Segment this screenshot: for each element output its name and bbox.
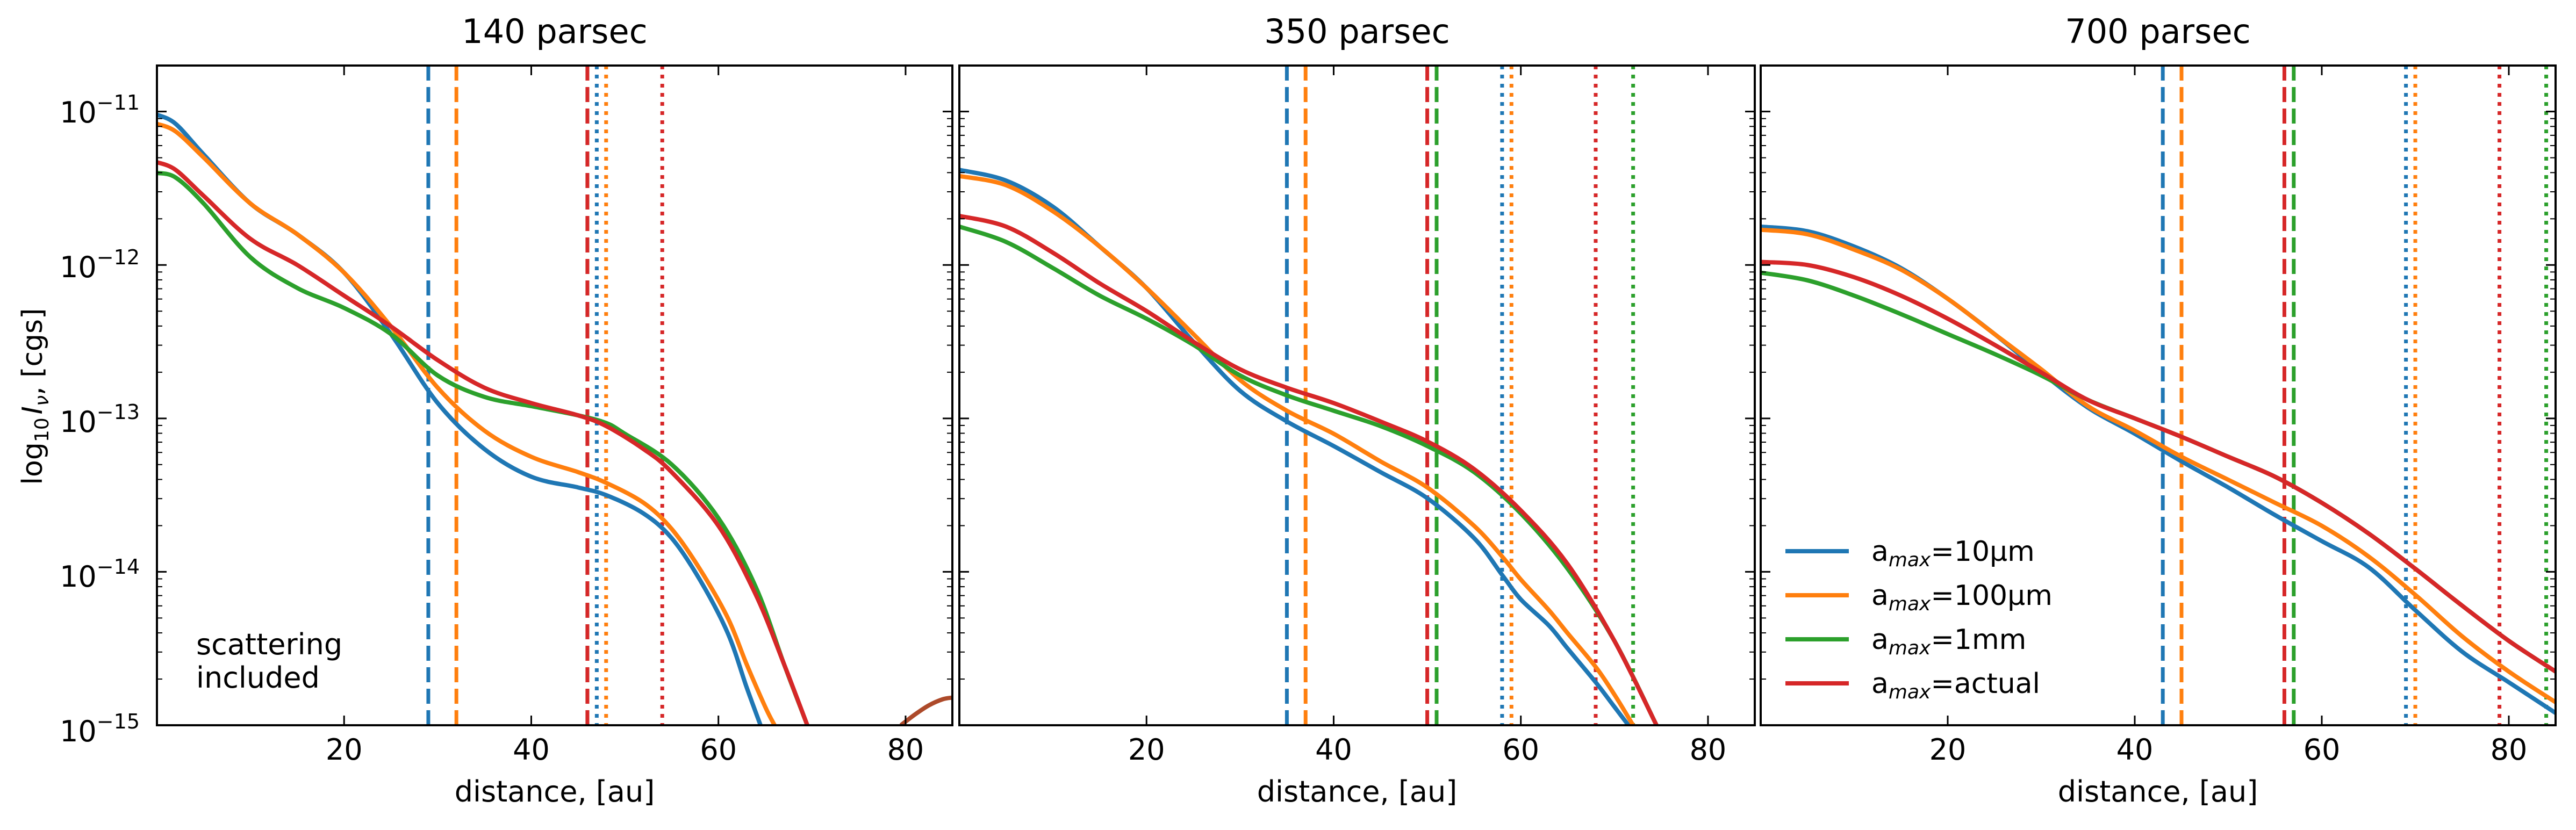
series-line [157,121,777,725]
x-tick-label: 40 [2116,733,2154,767]
y-axis-label-I: I [17,406,49,414]
legend-entry: amax=100μm [1785,580,2053,615]
panel-title: 700 parsec [2065,12,2250,51]
x-tick-label: 40 [513,733,550,767]
y-axis-label-unit: , [cgs] [17,308,49,395]
y-tick-label: 10−13 [60,400,140,439]
series-line [157,170,809,725]
x-tick-label: 40 [1315,733,1352,767]
panel-140-parsec: 140 parsec distance, [au] 20 40 60 80 [156,12,953,809]
x-axis-label: distance, [au] [2058,775,2258,809]
plot-area [157,66,952,725]
series-line [157,160,809,725]
series-line [959,174,1635,725]
series-line [959,168,1631,725]
panel-350-parsec: 350 parsec distance, [au] 20 40 60 80 [958,12,1756,809]
y-tick-label: 10−11 [60,91,140,129]
x-tick-label: 20 [326,733,363,767]
legend-entry: amax=1mm [1785,624,2026,659]
x-tick-label: 60 [2304,733,2341,767]
x-axis-label: distance, [au] [455,775,655,809]
x-tick-label: 60 [700,733,737,767]
legend: amax=10μm amax=100μm amax=1mm amax=actua… [1785,536,2053,703]
legend-entry: amax=10μm [1785,536,2035,571]
x-tick-label: 60 [1502,733,1539,767]
panel-700-parsec: 700 parsec distance, [au] 20 40 60 80 [1760,12,2557,809]
y-tick-label: 10−15 [60,710,140,748]
series-line [959,225,1659,725]
scattering-annotation: scattering [196,627,342,661]
plot-area [1761,66,2556,725]
x-tick-label: 80 [2491,733,2528,767]
legend-label: amax=100μm [1871,580,2053,615]
y-tick-labels: 10−11 10−12 10−13 10−14 10−15 [60,91,140,748]
axes-frame [1760,64,2557,726]
scattering-annotation-line2: included [196,661,320,695]
panel-title: 140 parsec [462,12,647,51]
y-axis-label: log10 Iν, [cgs] [17,308,53,485]
legend-entry: amax=actual [1785,668,2040,703]
plot-area [959,66,1659,725]
y-axis-label-sub: 10 [31,417,53,442]
y-axis-label-log: log [17,442,49,485]
panel-title: 350 parsec [1264,12,1450,51]
y-axis-label-nu: ν [31,395,53,406]
legend-label: amax=actual [1871,668,2040,703]
series-line [959,213,1659,725]
y-tick-label: 10−14 [60,555,140,594]
x-axis-label: distance, [au] [1257,775,1458,809]
axes-frame [958,64,1756,726]
x-tick-label: 80 [887,733,924,767]
legend-label: amax=10μm [1871,536,2035,571]
axes-frame [156,64,953,726]
x-tick-label: 20 [1929,733,1967,767]
series-line [1761,227,2556,704]
x-tick-label: 80 [1690,733,1727,767]
series-line [899,695,952,725]
y-tick-label: 10−12 [60,246,140,284]
x-tick-label: 20 [1128,733,1165,767]
legend-label: amax=1mm [1871,624,2026,659]
series-line [1761,259,2556,674]
